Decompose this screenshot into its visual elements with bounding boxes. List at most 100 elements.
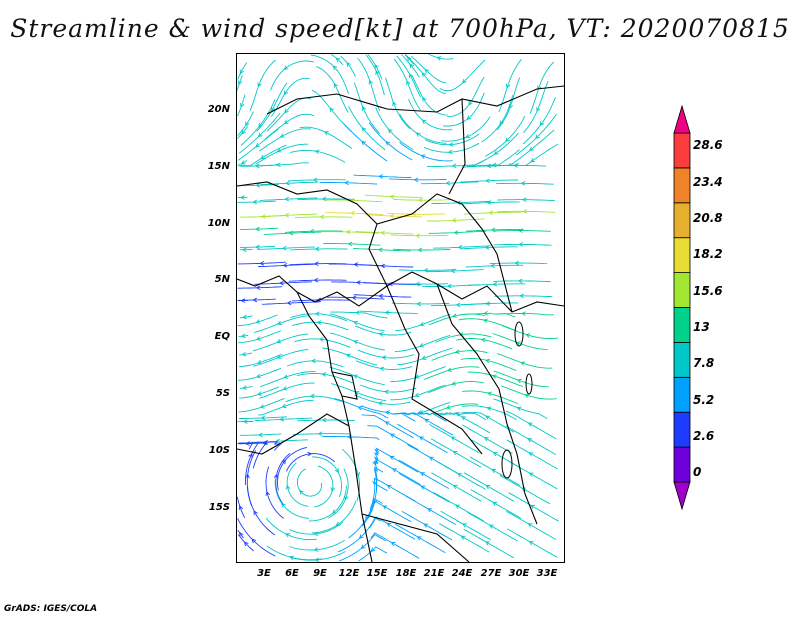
streamline [438,412,491,434]
streamline [322,347,378,366]
streamline [465,264,524,268]
streamline-arrow [377,401,383,406]
streamline [238,398,285,413]
streamline [358,546,388,562]
streamline-arrow [483,437,489,442]
streamline [238,334,249,337]
streamline [364,214,423,218]
streamline-arrow [415,233,421,239]
streamline [340,55,356,77]
streamline-arrow [452,484,458,490]
streamline-arrow [257,132,263,138]
streamline [443,92,485,127]
lat-label: 15S [208,502,230,513]
streamline [323,243,381,246]
streamline [289,521,344,535]
streamline-arrow [382,505,388,510]
streamline-map-canvas [237,54,564,562]
streamline [237,144,287,167]
streamline-arrow [377,247,383,253]
streamline-arrow [424,68,430,74]
streamline [411,74,448,116]
streamline-arrow [311,358,316,364]
streamline-arrow [389,455,395,460]
streamline-arrow [279,416,285,422]
streamline [463,528,514,559]
streamline-arrow [353,320,359,326]
streamline [460,246,518,250]
streamline-arrow [486,391,492,397]
streamline-arrow [372,480,377,486]
streamline [357,57,381,112]
streamline [425,269,484,273]
streamline-arrow [417,247,423,253]
streamline-arrow [245,121,250,127]
streamline [239,227,279,230]
streamline-arrow [321,417,327,423]
streamline [249,59,276,111]
streamline-arrow [537,85,542,91]
streamline-arrow [335,57,341,63]
streamline [497,199,555,202]
streamline [408,98,453,131]
streamline-arrow [424,418,430,423]
streamline [239,433,282,436]
streamline-arrow [275,438,280,444]
streamline [312,500,357,534]
streamline [325,212,384,216]
country-border [376,193,513,313]
streamline [292,321,349,331]
streamline-arrow [323,131,329,136]
streamline-arrow [516,378,522,384]
streamline-arrow [492,501,498,506]
streamline-arrow [282,263,288,268]
streamline [502,325,558,339]
lon-label: 15E [366,568,388,579]
streamline-arrow [314,557,319,562]
streamline [252,333,309,352]
streamline [354,394,411,405]
streamline [364,194,423,198]
streamline-arrow [314,149,320,155]
chart-title: Streamline & wind speed[kt] at 700hPa, V… [10,14,790,43]
streamline [496,313,555,316]
streamline [493,243,552,246]
streamline [395,401,451,415]
streamline-arrow [525,333,531,338]
streamline [257,246,315,250]
streamline [329,366,385,385]
streamline-arrow [521,197,527,203]
streamline-arrow [392,101,397,107]
streamline-arrow [485,178,490,183]
streamline [290,248,348,251]
streamline-arrow [460,535,466,540]
streamline-arrow [255,336,261,341]
streamline-arrow [452,313,458,318]
streamline-map [236,53,565,563]
streamline [237,314,278,327]
streamline-arrow [451,381,457,386]
streamline-arrow [536,107,541,113]
streamline-arrow [379,366,385,372]
streamline-arrow [283,90,289,96]
streamline [360,384,417,393]
streamline [294,216,353,219]
streamline-arrow [353,262,359,267]
streamline [314,465,334,508]
lat-label: 10S [208,445,230,456]
streamline-arrow [346,62,351,67]
streamline-arrow [240,333,246,339]
streamline [237,286,283,289]
streamline-arrow [276,339,282,344]
lon-label: 18E [395,568,417,579]
streamline [428,54,454,60]
streamline [237,62,248,80]
lat-label: 10N [207,218,230,229]
streamline [470,489,522,519]
streamline-arrow [283,65,289,70]
streamline-arrow [241,247,247,253]
streamline [460,302,519,306]
streamline-arrow [279,133,285,138]
streamline-arrow [316,320,322,325]
streamline-arrow [485,301,491,306]
